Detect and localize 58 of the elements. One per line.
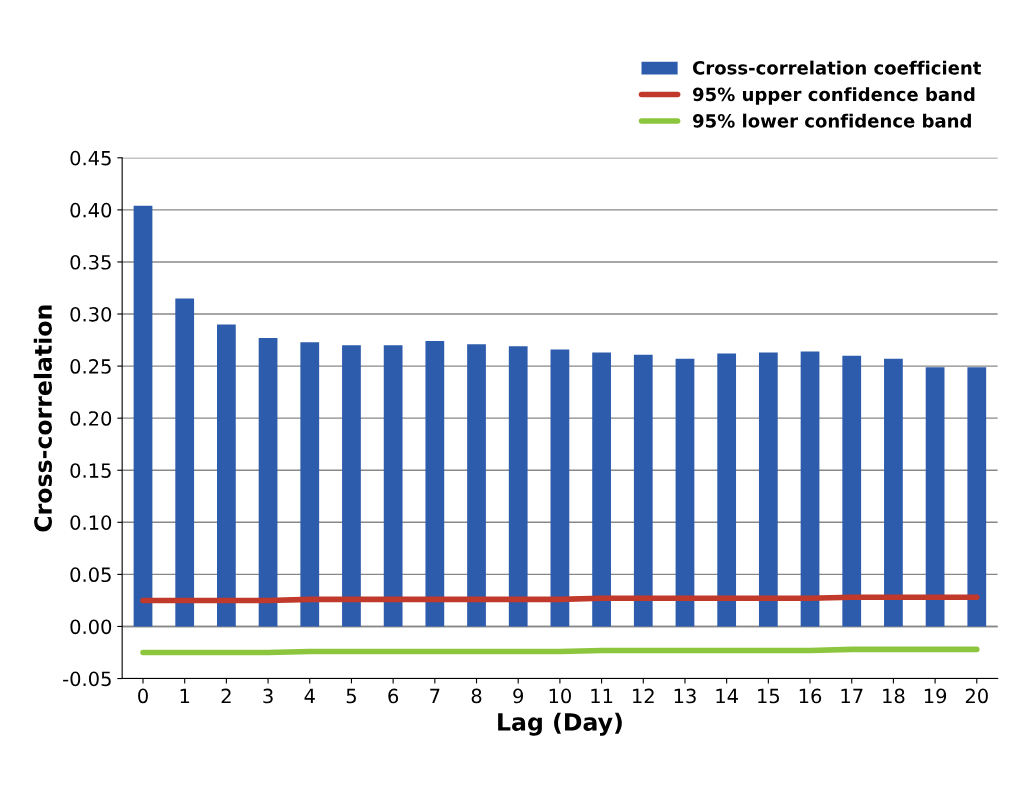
y-tick-label: 0.35 <box>70 254 111 270</box>
x-tick-label: 11 <box>591 688 613 704</box>
bar <box>383 345 403 627</box>
y-tick-label: 0.25 <box>70 359 111 374</box>
bar <box>925 367 945 627</box>
y-tick-label: 0.30 <box>70 306 112 322</box>
x-axis-title: Lag (Day) <box>498 712 622 736</box>
x-tick-label: 17 <box>841 688 863 704</box>
x-tick-label: 10 <box>549 688 571 704</box>
bar <box>884 358 903 627</box>
y-tick-label: 0.20 <box>70 411 112 426</box>
y-tick-label: 0.05 <box>70 567 111 583</box>
bar <box>592 352 611 627</box>
bar <box>967 367 987 627</box>
bar <box>425 341 445 627</box>
x-tick-label: 15 <box>758 688 780 704</box>
bar <box>633 354 653 627</box>
bar <box>258 337 278 627</box>
bar <box>842 355 862 627</box>
y-tick-label: 0.15 <box>70 463 111 478</box>
bar <box>467 344 486 627</box>
x-tick-label: 6 <box>388 688 399 704</box>
bar <box>550 349 570 627</box>
bar <box>758 352 778 627</box>
x-tick-label: 8 <box>471 688 482 704</box>
legend-label: Cross-correlation coefficient <box>692 60 981 75</box>
x-tick-label: 1 <box>180 688 190 704</box>
x-tick-label: 12 <box>633 688 654 704</box>
x-tick-label: 19 <box>924 688 947 704</box>
bar <box>675 358 695 627</box>
bar <box>508 346 528 627</box>
x-tick-label: 7 <box>430 688 440 704</box>
x-tick-label: 9 <box>513 688 524 704</box>
x-tick-label: 3 <box>263 688 273 704</box>
x-tick-label: 16 <box>799 688 822 704</box>
x-tick-label: 0 <box>138 688 148 704</box>
x-tick-label: 4 <box>304 688 315 704</box>
y-tick-label: 0.40 <box>70 202 112 218</box>
y-tick-label: 0.00 <box>70 619 112 635</box>
bar <box>175 298 195 627</box>
bar <box>300 342 320 627</box>
y-axis-title: Cross-correlation <box>33 305 52 532</box>
x-tick-label: 13 <box>674 688 696 704</box>
x-tick-label: 20 <box>965 688 988 704</box>
y-tick-label: 0.10 <box>70 515 112 530</box>
legend-label: 95% lower confidence band <box>693 113 971 128</box>
x-tick-label: 5 <box>346 688 356 704</box>
bar <box>217 324 236 627</box>
y-tick-label: 0.45 <box>70 150 111 166</box>
bar <box>133 205 153 627</box>
x-tick-label: 2 <box>221 688 231 704</box>
bar <box>342 345 361 627</box>
y-tick-label: -0.05 <box>63 671 111 687</box>
bar <box>717 353 737 627</box>
x-tick-label: 14 <box>716 688 738 704</box>
bar <box>800 351 820 627</box>
x-tick-label: 18 <box>883 688 905 704</box>
legend-label: 95% upper confidence band <box>693 87 975 105</box>
